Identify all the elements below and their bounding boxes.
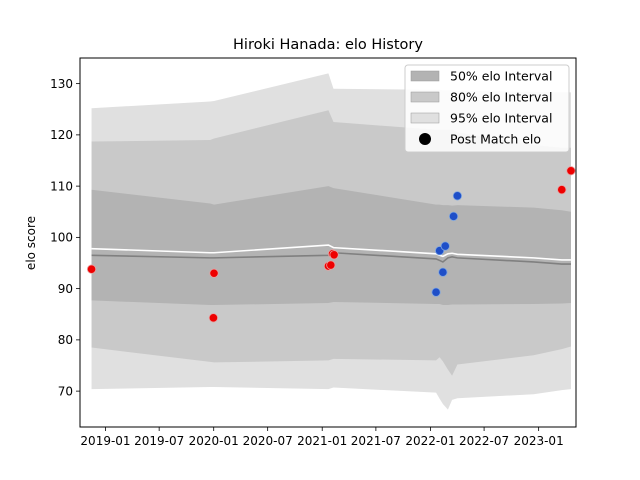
post-match-point <box>557 185 567 195</box>
legend-label: Post Match elo <box>450 132 541 147</box>
x-tick-label: 2020-07 <box>243 434 293 448</box>
x-tick-label: 2021-01 <box>297 434 347 448</box>
legend-label: 50% elo Interval <box>450 69 552 84</box>
post-match-point <box>326 260 336 270</box>
chart-title: Hiroki Hanada: elo History <box>233 37 423 53</box>
post-match-points <box>86 166 576 323</box>
x-tick-label: 2023-01 <box>514 434 564 448</box>
x-tick-label: 2020-01 <box>189 434 239 448</box>
legend-swatch <box>410 91 440 103</box>
post-match-point <box>438 267 448 277</box>
plot-frame <box>79 57 577 428</box>
legend-label: 80% elo Interval <box>450 90 552 105</box>
legend: 50% elo Interval 80% elo Interval 95% elo … <box>404 64 570 153</box>
post-match-point <box>566 166 576 176</box>
post-match-point <box>86 264 97 274</box>
legend-swatch <box>410 112 440 124</box>
y-tick-label: 80 <box>58 333 73 347</box>
x-tick-label: 2019-01 <box>80 434 130 448</box>
y-tick-label: 130 <box>50 77 73 91</box>
mean-line <box>91 251 571 265</box>
legend-box <box>404 64 570 153</box>
y-tick-label: 110 <box>50 179 73 193</box>
series-lines <box>91 244 571 265</box>
x-tick-label: 2022-07 <box>459 434 509 448</box>
post-match-point <box>208 313 219 323</box>
y-tick-label: 70 <box>58 384 73 398</box>
x-tick-label: 2021-07 <box>351 434 401 448</box>
post-match-point <box>431 287 441 297</box>
y-axis-ticks: 70 80 90 100 110 120 130 <box>50 77 80 398</box>
legend-label: 95% elo Interval <box>450 111 552 126</box>
upper-line <box>91 244 571 261</box>
y-tick-label: 100 <box>50 231 73 245</box>
post-match-point <box>329 250 339 260</box>
y-axis-label: elo score <box>24 216 38 270</box>
y-tick-label: 120 <box>50 128 73 142</box>
post-match-point <box>448 211 459 221</box>
post-match-point <box>440 241 450 251</box>
x-tick-label: 2019-07 <box>134 434 184 448</box>
x-tick-label: 2022-01 <box>405 434 455 448</box>
y-tick-label: 90 <box>58 282 73 296</box>
post-match-point <box>209 268 219 278</box>
legend-marker <box>419 133 431 145</box>
legend-swatch <box>410 70 440 82</box>
x-axis-ticks: 2019-01 2019-07 2020-01 2020-07 2021-01 2021-… <box>80 427 564 448</box>
post-match-point <box>452 191 463 201</box>
